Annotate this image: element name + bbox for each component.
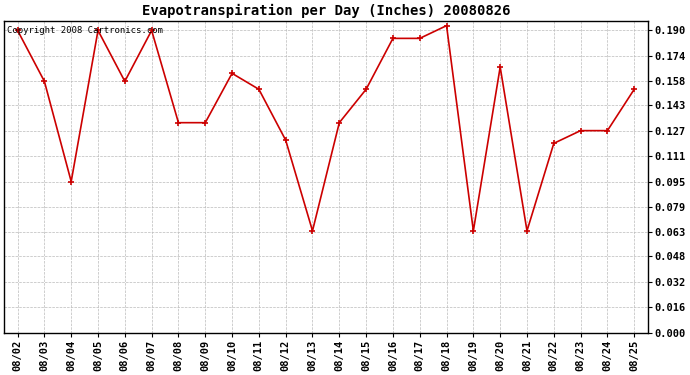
Text: Copyright 2008 Cartronics.com: Copyright 2008 Cartronics.com [8, 26, 164, 34]
Title: Evapotranspiration per Day (Inches) 20080826: Evapotranspiration per Day (Inches) 2008… [141, 4, 510, 18]
